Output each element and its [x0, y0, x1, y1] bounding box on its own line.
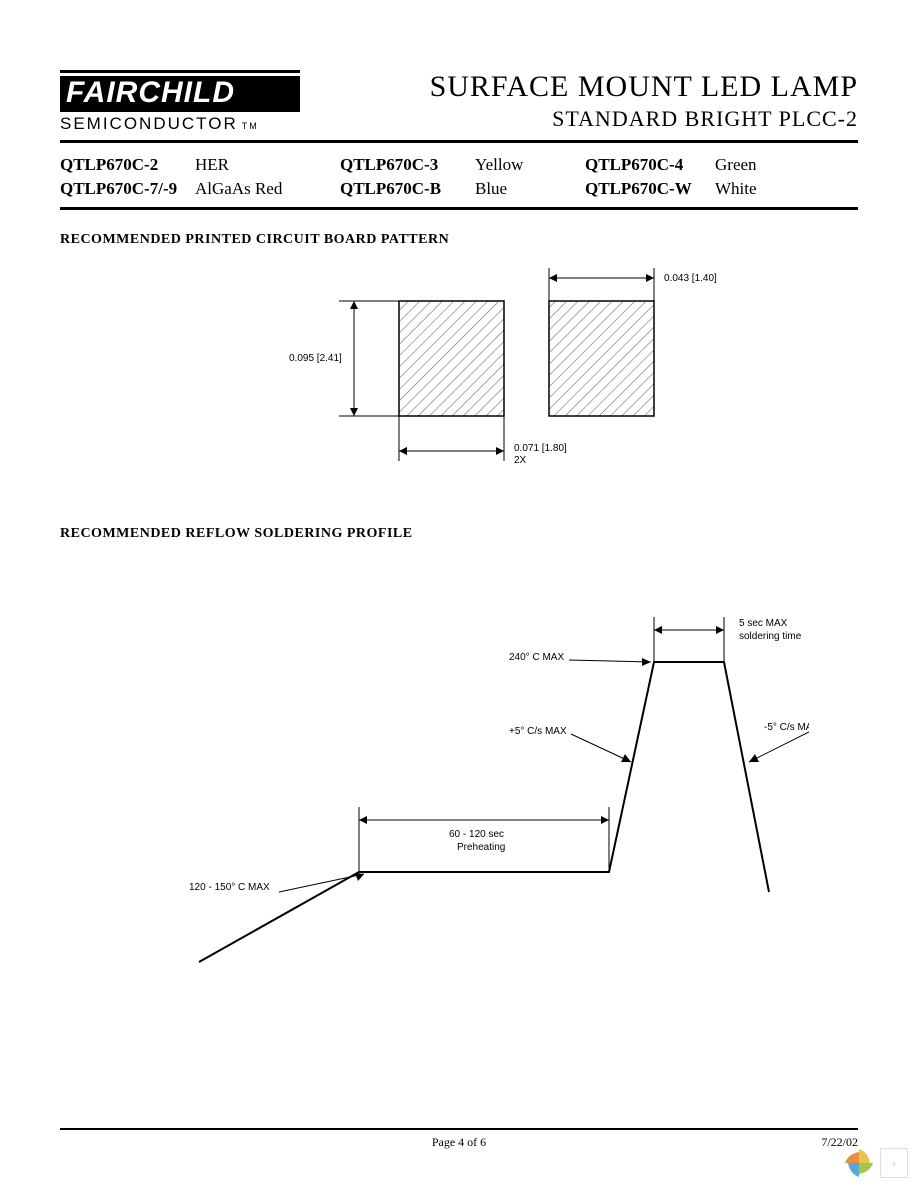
rule-mid	[60, 207, 858, 210]
pad-right	[549, 301, 654, 416]
parts-row-1: QTLP670C-2 HER QTLP670C-3 Yellow QTLP670…	[60, 153, 858, 177]
doc-title: SURFACE MOUNT LED LAMP	[320, 70, 858, 104]
trademark: TM	[242, 121, 259, 131]
pad-left	[399, 301, 504, 416]
part-color: Green	[715, 155, 785, 175]
pcb-pattern-figure: 0.043 [1.40] 0.095 [2.41] 0.071 [1.80] 2…	[159, 256, 759, 486]
next-button[interactable]: ›	[880, 1148, 908, 1178]
part-color: Blue	[475, 179, 575, 199]
part-code: QTLP670C-7/-9	[60, 179, 195, 199]
part-code: QTLP670C-4	[585, 155, 715, 175]
logo-top-rule	[60, 70, 300, 73]
part-code: QTLP670C-B	[340, 179, 475, 199]
footer-rule	[60, 1128, 858, 1130]
parts-row-2: QTLP670C-7/-9 AlGaAs Red QTLP670C-B Blue…	[60, 177, 858, 201]
dim-bottom-2: 2X	[514, 455, 527, 466]
label-peak: 240° C MAX	[509, 652, 564, 663]
part-color: Yellow	[475, 155, 575, 175]
corner-widget: ›	[842, 1146, 908, 1180]
rule-top	[60, 140, 858, 143]
dim-bottom-1: 0.071 [1.80]	[514, 443, 567, 454]
reflow-profile-line	[199, 662, 769, 962]
label-preheat-time-2: Preheating	[457, 842, 505, 853]
part-color: AlGaAs Red	[195, 179, 330, 199]
reflow-svg: 120 - 150° C MAX 60 - 120 sec Preheating…	[109, 562, 809, 982]
footer-page: Page 4 of 6	[0, 1135, 918, 1150]
logo-subtitle: SEMICONDUCTOR TM	[60, 114, 300, 134]
reflow-profile-figure: 120 - 150° C MAX 60 - 120 sec Preheating…	[109, 562, 809, 982]
chevron-right-icon: ›	[892, 1156, 896, 1171]
title-block: SURFACE MOUNT LED LAMP STANDARD BRIGHT P…	[300, 70, 858, 132]
doc-subtitle: STANDARD BRIGHT PLCC-2	[320, 106, 858, 132]
reflow-section-title: RECOMMENDED REFLOW SOLDERING PROFILE	[60, 526, 858, 542]
part-color: White	[715, 179, 785, 199]
dim-height: 0.095 [2.41]	[289, 353, 342, 364]
parts-table: QTLP670C-2 HER QTLP670C-3 Yellow QTLP670…	[60, 153, 858, 201]
label-solder-time-2: soldering time	[739, 631, 802, 642]
label-preheat-temp: 120 - 150° C MAX	[189, 882, 270, 893]
part-code: QTLP670C-2	[60, 155, 195, 175]
logo-sub-text: SEMICONDUCTOR	[60, 114, 238, 134]
header: FAIRCHILD SEMICONDUCTOR TM SURFACE MOUNT…	[60, 70, 858, 134]
pinwheel-icon	[842, 1146, 876, 1180]
label-preheat-time-1: 60 - 120 sec	[449, 829, 504, 840]
label-ramp-up: +5° C/s MAX	[509, 726, 567, 737]
logo-name: FAIRCHILD	[60, 76, 300, 112]
part-code: QTLP670C-W	[585, 179, 715, 199]
pcb-section-title: RECOMMENDED PRINTED CIRCUIT BOARD PATTER…	[60, 232, 858, 248]
label-ramp-down: -5° C/s MAX	[764, 722, 809, 733]
part-code: QTLP670C-3	[340, 155, 475, 175]
pcb-svg: 0.043 [1.40] 0.095 [2.41] 0.071 [1.80] 2…	[159, 256, 759, 486]
label-solder-time-1: 5 sec MAX	[739, 618, 788, 629]
logo: FAIRCHILD SEMICONDUCTOR TM	[60, 70, 300, 134]
dim-top: 0.043 [1.40]	[664, 273, 717, 284]
part-color: HER	[195, 155, 330, 175]
